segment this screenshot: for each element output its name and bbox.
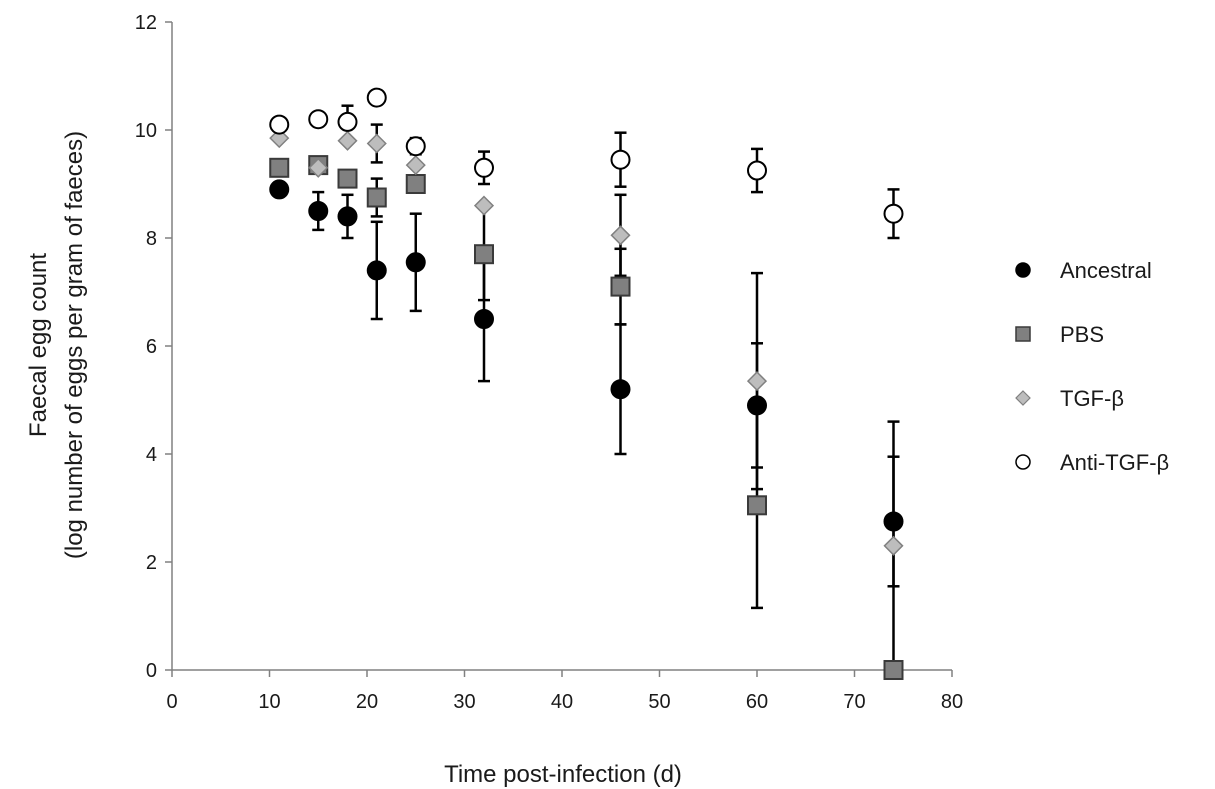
point-ancestral xyxy=(883,511,904,532)
point-anti-tgf xyxy=(405,136,426,157)
point-anti-tgf xyxy=(269,114,290,135)
y-axis-title-line1: Faecal egg count xyxy=(25,253,52,437)
legend-marker-ancestral xyxy=(1015,262,1031,278)
x-tick-label: 60 xyxy=(746,691,768,713)
legend-label-ancestral: Ancestral xyxy=(1060,258,1152,283)
point-tgf xyxy=(746,371,768,392)
x-tick-label: 40 xyxy=(551,691,573,713)
point-pbs xyxy=(883,660,904,680)
legend-marker-anti-tgf xyxy=(1015,454,1031,470)
point-anti-tgf xyxy=(610,149,631,170)
point-anti-tgf xyxy=(474,157,494,178)
legend: Ancestral PBS TGF-β Anti-TGF-β xyxy=(1015,258,1169,475)
x-tick-label: 70 xyxy=(843,691,865,713)
point-ancestral xyxy=(474,309,494,329)
point-ancestral xyxy=(269,179,290,200)
x-tick-label: 50 xyxy=(648,691,670,713)
point-tgf xyxy=(883,535,904,556)
y-tick-label: 6 xyxy=(146,336,157,358)
y-axis-title-line2: (log number of eggs per gram of faeces) xyxy=(61,131,88,559)
point-pbs xyxy=(405,174,426,194)
point-anti-tgf xyxy=(337,111,358,132)
point-ancestral xyxy=(747,395,767,416)
legend-marker-pbs xyxy=(1015,326,1031,342)
x-tick-label: 80 xyxy=(941,691,963,713)
point-anti-tgf xyxy=(366,87,387,108)
y-tick-label: 8 xyxy=(146,228,157,250)
axes xyxy=(171,22,952,671)
point-pbs xyxy=(610,276,631,297)
point-pbs xyxy=(269,157,290,178)
point-pbs xyxy=(366,187,387,208)
point-tgf xyxy=(366,133,387,154)
data-points xyxy=(269,87,904,680)
point-pbs xyxy=(747,495,767,516)
x-tick-label: 20 xyxy=(356,691,378,713)
point-anti-tgf xyxy=(883,203,904,224)
point-ancestral xyxy=(610,379,631,400)
x-axis-title: Time post-infection (d) xyxy=(444,761,682,788)
y-tick-label: 0 xyxy=(146,660,157,682)
point-tgf xyxy=(269,128,290,149)
y-tick-label: 12 xyxy=(135,12,157,34)
y-tick-label: 2 xyxy=(146,552,157,574)
point-pbs xyxy=(337,168,358,189)
point-tgf xyxy=(405,155,426,176)
x-axis-ticks: 0 10 20 30 40 50 60 70 80 xyxy=(166,670,963,713)
error-bars xyxy=(312,90,900,672)
legend-label-pbs: PBS xyxy=(1060,322,1104,347)
legend-label-tgf: TGF-β xyxy=(1060,386,1124,411)
point-anti-tgf xyxy=(747,160,767,181)
legend-label-anti-tgf: Anti-TGF-β xyxy=(1060,450,1169,475)
point-tgf xyxy=(610,225,631,246)
point-tgf xyxy=(473,195,495,216)
point-ancestral xyxy=(366,260,387,281)
y-tick-label: 10 xyxy=(135,120,157,142)
point-pbs xyxy=(474,244,494,265)
legend-marker-tgf xyxy=(1015,390,1031,406)
x-tick-label: 30 xyxy=(453,691,475,713)
point-tgf xyxy=(337,130,358,151)
y-axis-ticks: 0 2 4 6 8 10 12 xyxy=(135,12,172,682)
point-ancestral xyxy=(308,201,329,221)
point-tgf xyxy=(308,157,329,178)
x-tick-label: 0 xyxy=(166,691,177,713)
x-tick-label: 10 xyxy=(258,691,280,713)
point-ancestral xyxy=(337,206,358,227)
y-tick-label: 4 xyxy=(146,444,157,466)
point-anti-tgf xyxy=(308,109,329,130)
point-ancestral xyxy=(405,252,426,273)
